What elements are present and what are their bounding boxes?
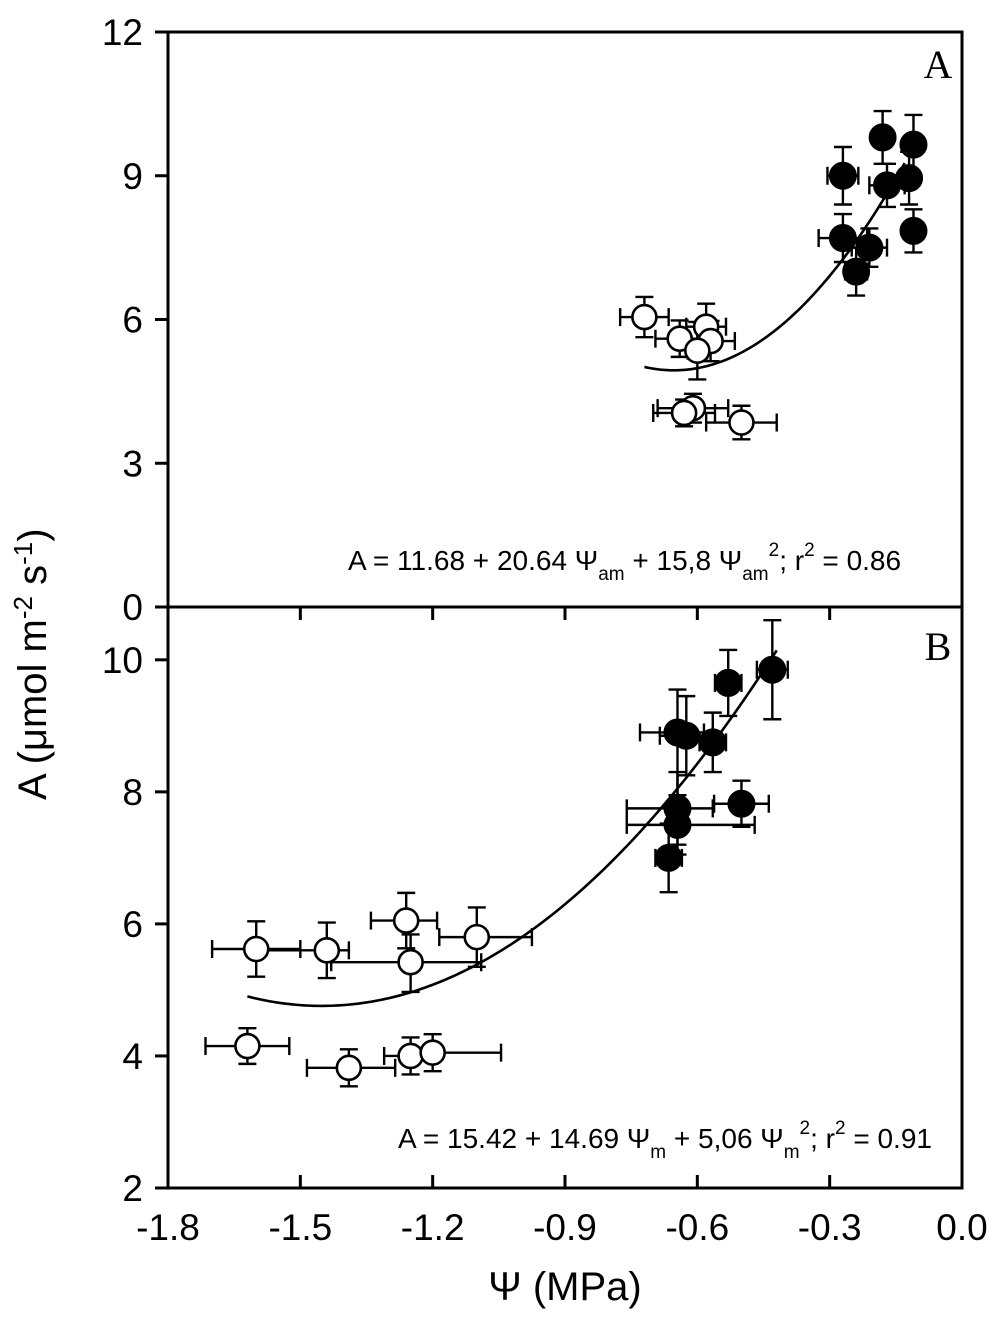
panel-b-error-bars (204, 619, 789, 1088)
y-axis-title-sup1: -2 (8, 596, 38, 619)
y-axis-title-mid: s (11, 565, 55, 596)
panel-a-frame (166, 30, 964, 609)
data-point-open (728, 409, 755, 436)
y-tick-label: 3 (122, 443, 143, 484)
panel-a: A 0 3 6 9 12 A = 11.68 + 20.64 Ψam + 15,8 Ψa… (102, 12, 964, 628)
y-tick-label: 10 (102, 640, 143, 681)
x-tick-label: -0.3 (798, 1207, 862, 1248)
data-point-open (397, 948, 424, 976)
data-point-open (242, 935, 270, 963)
y-tick-label: 2 (122, 1168, 143, 1209)
x-axis-ticks (166, 607, 964, 1188)
data-point-filled (698, 728, 727, 757)
panel-a-y-ticks (155, 30, 168, 609)
panel-b-frame (166, 605, 964, 1190)
data-point-open (234, 1032, 261, 1060)
panel-a-label: A (924, 42, 953, 87)
data-point-open (313, 937, 341, 964)
panel-a-fit-curve (644, 162, 906, 372)
x-tick-label: -0.9 (533, 1207, 597, 1248)
panel-a-y-tick-labels: 0 3 6 9 12 (102, 12, 143, 628)
data-point-filled (663, 810, 692, 839)
x-tick-label: -1.8 (136, 1207, 200, 1248)
y-tick-label: 4 (122, 1036, 143, 1077)
data-point-filled (899, 130, 928, 159)
x-axis-tick-labels: -1.8 -1.5 -1.2 -0.9 -0.6 -0.3 0.0 (136, 1207, 988, 1248)
data-point-filled (672, 721, 701, 750)
data-point-filled (855, 233, 884, 262)
panel-b-data-points (234, 655, 787, 1082)
x-axis-title: Ψ (MPa) (488, 1265, 641, 1309)
y-tick-label: 6 (122, 300, 143, 341)
data-point-filled (828, 161, 857, 190)
x-tick-label: -0.6 (665, 1207, 729, 1248)
y-axis-title-main: A (μmol m (11, 619, 55, 800)
panel-b-equation: A = 15.42 + 14.69 Ψm + 5,06 Ψm2; r2 = 0.… (398, 1118, 932, 1163)
y-tick-label: 0 (122, 587, 143, 628)
data-point-open (335, 1054, 363, 1082)
data-point-open (397, 1042, 424, 1070)
panel-a-data-points (631, 123, 928, 436)
data-point-filled (654, 843, 683, 872)
panel-a-error-bars (618, 109, 925, 441)
y-axis-title-sup2: -1 (8, 542, 38, 565)
data-point-open (463, 923, 491, 951)
data-point-filled (899, 216, 928, 245)
data-point-filled (895, 164, 924, 193)
data-point-open (684, 337, 711, 364)
y-tick-label: 8 (122, 772, 143, 813)
panel-b-label: B (925, 624, 952, 669)
data-point-open (631, 303, 658, 331)
data-point-open (392, 907, 420, 934)
x-tick-label: 0.0 (936, 1207, 987, 1248)
y-axis-title-end: ) (11, 528, 55, 541)
y-tick-label: 6 (122, 904, 143, 945)
y-axis-title: A (μmol m-2 s-1) (8, 528, 55, 800)
data-point-filled (758, 655, 787, 684)
svg-text:A (μmol m-2 s-1): A (μmol m-2 s-1) (8, 528, 55, 800)
y-tick-label: 9 (122, 156, 143, 197)
x-tick-label: -1.5 (268, 1207, 332, 1248)
data-point-open (670, 399, 698, 427)
data-point-filled (842, 257, 871, 286)
x-tick-label: -1.2 (401, 1207, 465, 1248)
fit-curve-line (644, 162, 906, 372)
data-point-filled (714, 668, 743, 697)
y-tick-label: 12 (102, 12, 143, 53)
panel-a-equation: A = 11.68 + 20.64 Ψam + 15,8 Ψam2; r2 = … (348, 540, 901, 585)
panel-b: B 2 4 6 8 10 A = 15.42 + 14.69 Ψm + 5,06 Ψm2… (102, 605, 964, 1209)
data-point-filled (868, 123, 897, 152)
panel-b-y-tick-labels: 2 4 6 8 10 (102, 640, 143, 1209)
data-point-filled (727, 789, 756, 818)
panel-b-y-ticks (155, 658, 168, 1190)
data-point-filled (828, 224, 857, 253)
data-point-open (419, 1039, 446, 1066)
